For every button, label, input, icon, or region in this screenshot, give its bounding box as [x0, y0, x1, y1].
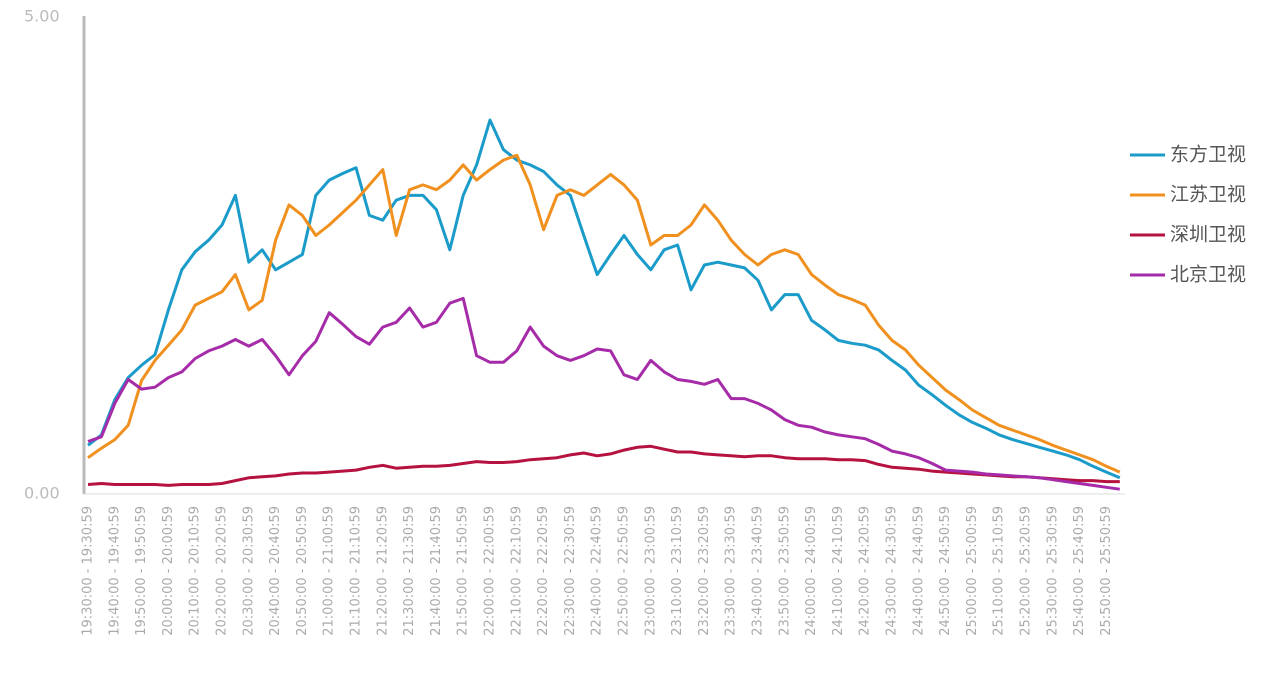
x-tick-label: 20:30:00 - 20:30:59 — [241, 506, 256, 636]
legend-label: 深圳卫视 — [1170, 224, 1246, 246]
x-tick-label: 19:30:00 - 19:30:59 — [81, 506, 96, 636]
x-tick-label: 25:50:00 - 25:50:59 — [1099, 506, 1114, 636]
y-tick-label: 0.00 — [24, 484, 60, 503]
x-tick-label: 23:10:00 - 23:10:59 — [670, 506, 685, 636]
x-tick-label: 25:10:00 - 25:10:59 — [992, 506, 1007, 636]
x-tick-label: 24:20:00 - 24:20:59 — [858, 506, 873, 636]
x-tick-label: 21:10:00 - 21:10:59 — [349, 506, 364, 636]
x-tick-label: 24:10:00 - 24:10:59 — [831, 506, 846, 636]
legend-label: 北京卫视 — [1170, 264, 1246, 286]
x-tick-label: 22:40:00 - 22:40:59 — [590, 506, 605, 636]
x-tick-label: 19:50:00 - 19:50:59 — [134, 506, 149, 636]
x-tick-label: 21:20:00 - 21:20:59 — [375, 506, 390, 636]
legend-label: 东方卫视 — [1170, 144, 1246, 166]
series-line — [87, 444, 1120, 487]
series-line — [87, 296, 1121, 491]
x-tick-label: 22:10:00 - 22:10:59 — [509, 506, 524, 636]
x-tick-label: 20:40:00 - 20:40:59 — [268, 506, 283, 636]
legend-label: 江苏卫视 — [1170, 184, 1246, 206]
x-tick-label: 19:40:00 - 19:40:59 — [107, 506, 122, 636]
x-tick-label: 20:20:00 - 20:20:59 — [215, 506, 230, 636]
x-tick-label: 20:50:00 - 20:50:59 — [295, 506, 310, 636]
x-tick-label: 22:20:00 - 22:20:59 — [536, 506, 551, 636]
x-tick-label: 21:50:00 - 21:50:59 — [456, 506, 471, 636]
x-tick-label: 24:30:00 - 24:30:59 — [885, 506, 900, 636]
x-tick-label: 25:40:00 - 25:40:59 — [1072, 506, 1087, 636]
x-tick-label: 23:50:00 - 23:50:59 — [777, 506, 792, 636]
x-tick-label: 22:00:00 - 22:00:59 — [483, 506, 498, 636]
x-tick-label: 23:40:00 - 23:40:59 — [751, 506, 766, 636]
x-tick-label: 25:20:00 - 25:20:59 — [1019, 506, 1034, 636]
x-tick-label: 23:30:00 - 23:30:59 — [724, 506, 739, 636]
x-tick-label: 21:00:00 - 21:00:59 — [322, 506, 337, 636]
x-tick-label: 23:00:00 - 23:00:59 — [643, 506, 658, 636]
x-tick-label: 22:30:00 - 22:30:59 — [563, 506, 578, 636]
x-tick-label: 21:30:00 - 21:30:59 — [402, 506, 417, 636]
x-tick-label: 25:00:00 - 25:00:59 — [965, 506, 980, 636]
x-tick-label: 25:30:00 - 25:30:59 — [1045, 506, 1060, 636]
x-tick-label: 22:50:00 - 22:50:59 — [617, 506, 632, 636]
x-tick-label: 20:00:00 - 20:00:59 — [161, 506, 176, 636]
y-tick-label: 5.00 — [24, 7, 60, 26]
series-line — [87, 118, 1121, 480]
x-tick-label: 20:10:00 - 20:10:59 — [188, 506, 203, 636]
x-tick-label: 23:20:00 - 23:20:59 — [697, 506, 712, 636]
x-tick-label: 24:00:00 - 24:00:59 — [804, 506, 819, 636]
x-tick-label: 24:40:00 - 24:40:59 — [911, 506, 926, 636]
series-line — [87, 153, 1121, 474]
x-tick-label: 24:50:00 - 24:50:59 — [938, 506, 953, 636]
x-tick-label: 21:40:00 - 21:40:59 — [429, 506, 444, 636]
